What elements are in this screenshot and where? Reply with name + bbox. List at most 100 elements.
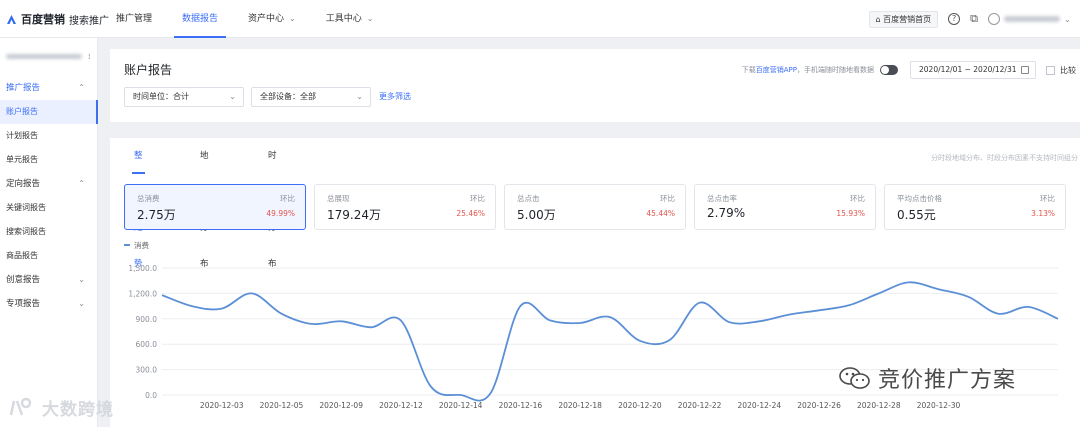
help-icon[interactable]: ? [948,13,961,25]
watermark-right-text: 竞价推广方案 [878,368,1017,393]
time-unit-select[interactable]: 时间单位：合计 ⌄ [124,87,244,107]
account-selector[interactable]: ⁞ [6,52,91,61]
chevron-down-icon: ⌄ [229,92,236,101]
metric-compare-label: 环比 [850,194,865,203]
sidebar-group-label: 推广报告 [6,83,41,93]
baidu-marketing-logo-icon [7,14,16,24]
chevron-down-icon: ⌄ [366,14,374,23]
device-select-label: 全部设备：全部 [260,92,316,101]
metric-card-4[interactable]: 平均点击价格 0.55元 环比 3.13% [884,184,1066,230]
sidebar-group-3[interactable]: 专项报告 ⌄ [0,292,98,316]
nav-item-3[interactable]: 工具中心 ⌄ [318,0,382,38]
metric-value: 2.79% [707,206,746,220]
page-title: 账户报告 [124,63,173,77]
x-tick-label: 2020-12-09 [319,401,363,410]
metric-label: 平均点击价格 [897,194,942,203]
chevron-down-icon: ⌄ [78,299,85,308]
x-tick-label: 2020-12-12 [379,401,423,410]
app-download-link[interactable]: 百度营销APP [755,66,797,74]
nav-item-label: 资产中心 [248,14,285,24]
watermark-right: 竞价推广方案 [838,362,1016,394]
chevron-down-icon: ⌄ [1064,14,1071,24]
top-navigation-bar: 百度营销 搜索推广 推广管理 数据报告 资产中心 ⌄ 工具中心 ⌄ ⌂ 百度营销首页 ? … [0,0,1080,38]
account-switch-icon: ⁞ [88,52,91,61]
metric-label: 总消费 [137,194,160,203]
copy-icon[interactable]: ⧉ [970,12,978,25]
date-range-value: 2020/12/01 ~ 2020/12/31 [919,65,1017,74]
x-tick-label: 2020-12-28 [857,401,901,410]
x-tick-label: 2020-12-05 [260,401,304,410]
metric-value: 179.24万 [327,208,381,222]
more-filters-link[interactable]: 更多筛选 [379,92,411,101]
chevron-down-icon: ⌄ [289,14,296,23]
nav-item-2[interactable]: 资产中心 ⌄ [240,0,304,38]
x-tick-label: 2020-12-20 [618,401,662,410]
report-content-card: 整体走势地域分布时段分布 分时段地域分布、时段分布因素不支持时间组分 总消费2.… [110,138,1080,427]
time-unit-select-label: 时间单位：合计 [133,92,189,101]
sidebar-item-4[interactable]: 搜索词报告 [6,227,46,236]
metric-card-0[interactable]: 总消费 2.75万 环比 49.99% [124,184,306,230]
mobile-data-toggle[interactable] [880,65,898,75]
nav-item-1[interactable]: 数据报告 [174,0,227,38]
user-account-menu[interactable]: ⌄ [988,13,1080,25]
nav-item-label: 数据报告 [182,14,219,24]
chevron-down-icon: ⌄ [356,92,363,101]
baidu-marketing-home-button[interactable]: ⌂ 百度营销首页 [868,10,939,28]
nav-item-label: 推广管理 [116,14,153,24]
sidebar-group-1[interactable]: 定向报告 ⌃ [0,172,98,196]
compare-toggle[interactable]: 比较 [1046,65,1076,76]
x-tick-label: 2020-12-24 [738,401,782,410]
metric-label: 总点击 [517,194,540,203]
metric-value: 2.75万 [137,208,176,222]
x-tick-label: 2020-12-22 [678,401,722,410]
sidebar-item-2[interactable]: 单元报告 [6,155,38,164]
watermark-left-text: 大数跨境 [42,400,114,420]
sidebar-group-2[interactable]: 创意报告 ⌄ [0,268,98,292]
metric-change-percent: 25.46% [456,209,485,218]
left-sidebar: ⁞ 推广报告 ⌃ 账户报告计划报告单元报告定向报告 ⌃ 关键词报告搜索词报告商品报告创意… [0,38,98,427]
app-download-tip: 下载百度营销APP，手机端随时随地看数据 [742,65,874,75]
metric-compare-label: 环比 [470,194,485,203]
y-tick-label: 300.0 [136,366,158,375]
brand-name: 百度营销 [21,13,65,26]
sidebar-group-label: 定向报告 [6,179,41,189]
y-tick-label: 900.0 [136,315,158,324]
sidebar-item-5[interactable]: 商品报告 [6,251,38,260]
watermark-left: 大数跨境 [8,395,114,420]
date-range-picker[interactable]: 2020/12/01 ~ 2020/12/31 [910,61,1036,79]
sidebar-item-1[interactable]: 计划报告 [6,131,38,140]
spend-trend-chart: 消费 0.0 300.0 600.0 900.0 1,200.0 1,500.0 2020-1… [124,240,1059,410]
chevron-up-icon: ⌃ [78,179,85,188]
blurred-account-name [6,54,82,59]
sidebar-group-0[interactable]: 推广报告 ⌃ [0,76,98,100]
app-tip-prefix: 下载 [741,66,756,74]
metric-compare-label: 环比 [280,194,295,203]
user-avatar-icon [988,13,1000,25]
y-tick-label: 600.0 [136,340,158,349]
metric-compare-label: 环比 [1040,194,1055,203]
metric-card-2[interactable]: 总点击 5.00万 环比 45.44% [504,184,686,230]
calendar-icon [1021,66,1029,74]
x-tick-label: 2020-12-03 [200,401,244,410]
sidebar-group-label: 创意报告 [6,275,41,285]
device-select[interactable]: 全部设备：全部 ⌄ [251,87,371,107]
metric-change-percent: 3.13% [1031,209,1055,218]
metric-card-1[interactable]: 总展现 179.24万 环比 25.46% [314,184,496,230]
y-tick-label: 1,500.0 [128,264,157,273]
y-tick-label: 1,200.0 [128,289,157,298]
compare-checkbox[interactable] [1046,65,1055,75]
blurred-username [1004,16,1060,22]
nav-item-0[interactable]: 推广管理 [108,0,160,38]
home-icon: ⌂ [875,14,881,24]
x-tick-label: 2020-12-16 [499,401,543,410]
sidebar-item-3[interactable]: 关键词报告 [6,203,46,212]
x-tick-label: 2020-12-18 [558,401,602,410]
metric-label: 总展现 [327,194,350,203]
sidebar-item-0[interactable]: 账户报告 [0,100,98,124]
top-right-tools: ⌂ 百度营销首页 ? ⧉ ⌄ [868,10,1080,28]
chevron-up-icon: ⌃ [78,83,85,92]
metric-card-3[interactable]: 总点击率 2.79% 环比 15.93% [694,184,876,230]
metric-change-percent: 15.93% [836,209,865,218]
brand-logo[interactable]: 百度营销 搜索推广 [6,11,109,27]
series-line-spend [161,281,1059,402]
